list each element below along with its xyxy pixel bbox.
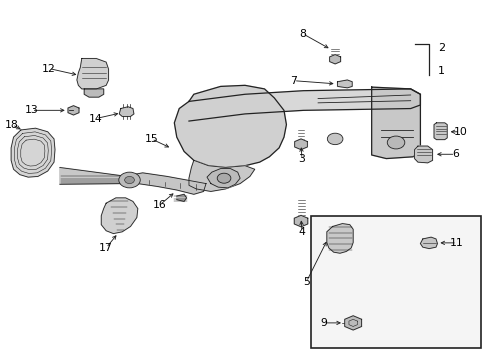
Polygon shape: [327, 224, 353, 253]
Text: 15: 15: [145, 134, 158, 144]
Polygon shape: [345, 316, 362, 330]
Polygon shape: [84, 89, 104, 97]
Circle shape: [124, 176, 134, 184]
Text: 5: 5: [303, 277, 310, 287]
Text: 17: 17: [99, 243, 113, 253]
Circle shape: [387, 136, 405, 149]
Text: 10: 10: [453, 127, 467, 137]
Text: 16: 16: [153, 200, 167, 210]
Text: 7: 7: [290, 76, 297, 86]
FancyBboxPatch shape: [311, 216, 481, 348]
Polygon shape: [60, 167, 127, 184]
Text: 13: 13: [24, 105, 39, 115]
Polygon shape: [125, 173, 206, 194]
Circle shape: [119, 172, 140, 188]
Polygon shape: [77, 59, 109, 89]
Text: 9: 9: [320, 318, 327, 328]
Polygon shape: [420, 237, 438, 249]
Text: 2: 2: [438, 43, 445, 53]
Polygon shape: [372, 87, 420, 158]
Text: 14: 14: [89, 113, 103, 123]
Polygon shape: [68, 106, 79, 115]
Polygon shape: [101, 198, 138, 234]
Polygon shape: [11, 128, 55, 177]
Polygon shape: [174, 85, 287, 167]
Polygon shape: [189, 160, 255, 192]
Text: 18: 18: [5, 120, 19, 130]
Polygon shape: [434, 123, 447, 140]
Polygon shape: [338, 80, 352, 88]
Polygon shape: [119, 107, 134, 116]
Text: 1: 1: [438, 66, 445, 76]
Polygon shape: [415, 146, 433, 163]
Polygon shape: [189, 89, 420, 121]
Circle shape: [327, 133, 343, 145]
Polygon shape: [177, 194, 187, 202]
Polygon shape: [294, 215, 308, 227]
Text: 4: 4: [298, 227, 305, 237]
Polygon shape: [330, 55, 341, 64]
Polygon shape: [294, 139, 307, 150]
Text: 3: 3: [298, 154, 305, 164]
Circle shape: [217, 173, 231, 183]
Text: 11: 11: [450, 238, 464, 248]
Text: 8: 8: [299, 28, 306, 39]
Text: 6: 6: [452, 149, 459, 159]
Polygon shape: [207, 168, 240, 188]
Text: 12: 12: [42, 64, 56, 73]
